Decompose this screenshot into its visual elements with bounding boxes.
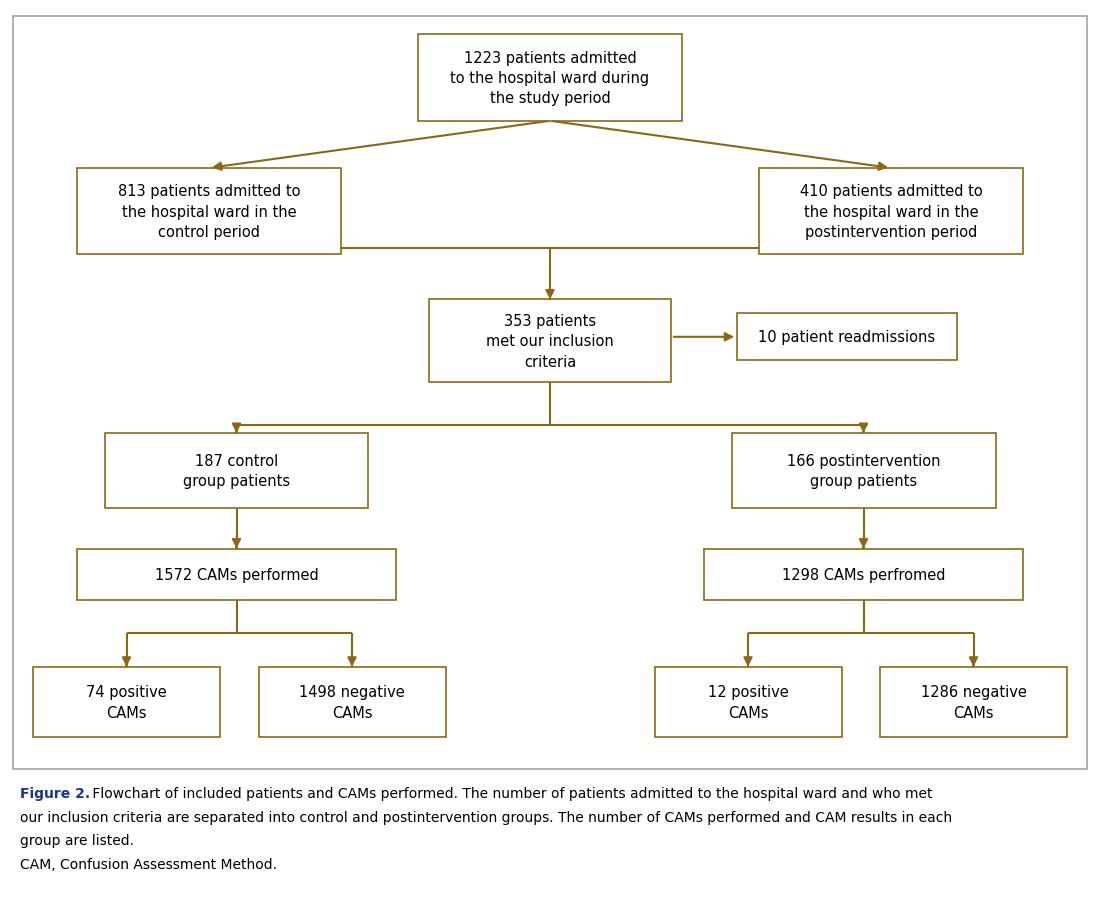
Bar xyxy=(77,169,341,255)
Text: Flowchart of included patients and CAMs performed. The number of patients admitt: Flowchart of included patients and CAMs … xyxy=(88,787,933,800)
Bar xyxy=(654,667,842,738)
Bar xyxy=(759,169,1023,255)
Text: group are listed.: group are listed. xyxy=(20,833,134,847)
Text: 187 control
group patients: 187 control group patients xyxy=(183,453,290,489)
Text: Figure 2.: Figure 2. xyxy=(20,787,90,800)
Bar xyxy=(880,667,1067,738)
Text: 410 patients admitted to
the hospital ward in the
postintervention period: 410 patients admitted to the hospital wa… xyxy=(800,184,982,240)
Text: our inclusion criteria are separated into control and postintervention groups. T: our inclusion criteria are separated int… xyxy=(20,810,951,824)
Text: 1286 negative
CAMs: 1286 negative CAMs xyxy=(921,685,1026,720)
Text: 1498 negative
CAMs: 1498 negative CAMs xyxy=(299,685,405,720)
Bar xyxy=(429,300,671,382)
Text: 1572 CAMs performed: 1572 CAMs performed xyxy=(155,567,318,582)
Bar xyxy=(737,314,957,361)
Bar xyxy=(104,434,368,508)
Text: 813 patients admitted to
the hospital ward in the
control period: 813 patients admitted to the hospital wa… xyxy=(118,184,300,240)
Bar xyxy=(77,549,396,600)
Text: 166 postintervention
group patients: 166 postintervention group patients xyxy=(786,453,940,489)
Bar xyxy=(33,667,220,738)
Text: 74 positive
CAMs: 74 positive CAMs xyxy=(86,685,167,720)
Text: 1223 patients admitted
to the hospital ward during
the study period: 1223 patients admitted to the hospital w… xyxy=(450,51,650,106)
Bar xyxy=(704,549,1023,600)
Text: 1298 CAMs perfromed: 1298 CAMs perfromed xyxy=(782,567,945,582)
Text: CAM, Confusion Assessment Method.: CAM, Confusion Assessment Method. xyxy=(20,857,277,870)
Bar xyxy=(258,667,446,738)
Text: 10 patient readmissions: 10 patient readmissions xyxy=(758,330,936,345)
Bar xyxy=(732,434,996,508)
Text: 12 positive
CAMs: 12 positive CAMs xyxy=(707,685,789,720)
Bar xyxy=(418,35,682,122)
Text: 353 patients
met our inclusion
criteria: 353 patients met our inclusion criteria xyxy=(486,314,614,369)
